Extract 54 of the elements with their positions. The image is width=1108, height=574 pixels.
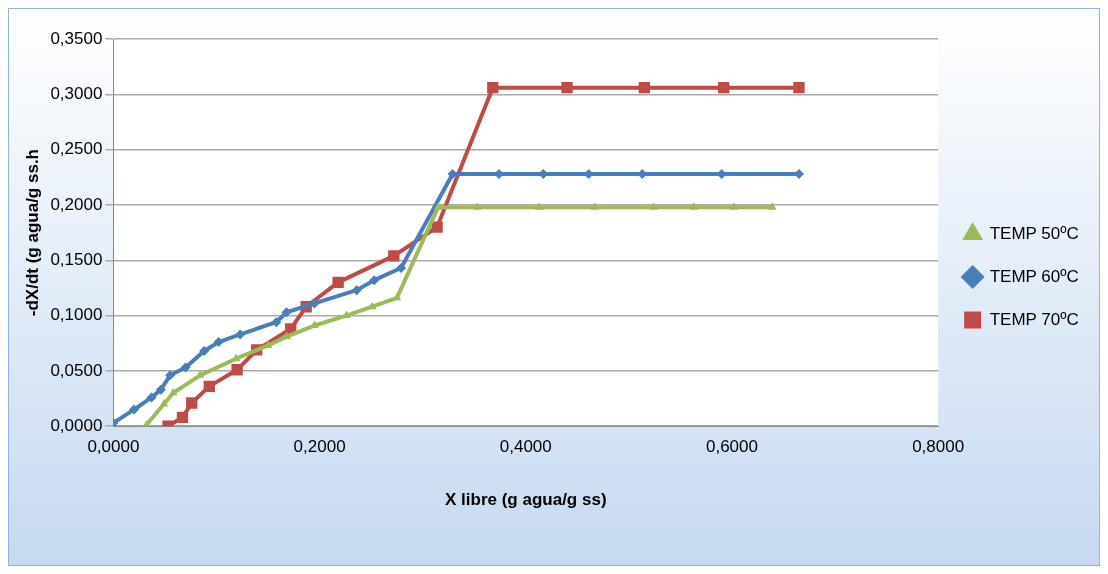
point — [590, 202, 600, 210]
point — [231, 364, 243, 376]
x-tick-label: 0,0000 — [87, 437, 140, 457]
point — [199, 345, 210, 356]
point — [146, 392, 157, 403]
y-axis-title: -dX/dt (g agua/g ss.h — [22, 149, 42, 317]
point — [180, 362, 191, 373]
y-tick-label: 0,3000 — [50, 84, 103, 103]
x-tick-label: 0,2000 — [293, 437, 346, 457]
point — [388, 250, 400, 262]
y-tick-label: 0,2500 — [50, 139, 103, 159]
point — [793, 82, 805, 94]
point — [168, 388, 178, 396]
point — [281, 307, 292, 318]
point — [729, 202, 739, 210]
legend-label: TEMP 60ºC — [989, 266, 1079, 286]
point — [369, 275, 380, 286]
x-tick-label: 0,8000 — [912, 437, 965, 457]
point — [534, 202, 544, 210]
point — [472, 202, 482, 210]
y-tick-label: 0,1500 — [50, 249, 103, 269]
x-axis-title: X libre (g agua/g ss) — [445, 490, 607, 510]
y-tick-label: 0,1000 — [50, 305, 103, 325]
y-tick-label: 0,0000 — [50, 415, 103, 435]
point — [176, 411, 189, 424]
point — [649, 202, 658, 210]
point — [561, 82, 573, 94]
y-tick-label: 0,2000 — [50, 194, 103, 214]
point — [129, 404, 140, 415]
point — [718, 82, 730, 94]
y-tick-label: 0,0500 — [50, 360, 103, 380]
point — [431, 221, 443, 233]
point — [309, 298, 320, 309]
point — [235, 329, 246, 340]
point — [689, 202, 699, 210]
point — [487, 82, 499, 94]
point — [271, 317, 282, 328]
point — [203, 380, 215, 393]
point — [159, 399, 169, 407]
x-tick-label: 0,4000 — [499, 437, 552, 457]
point — [213, 337, 224, 348]
point — [165, 370, 176, 381]
point — [433, 202, 443, 210]
point — [396, 263, 407, 273]
legend-label: TEMP 50ºC — [989, 223, 1079, 243]
point — [351, 285, 362, 296]
x-tick-label: 0,6000 — [705, 437, 758, 457]
y-tick-label: 0,3500 — [50, 28, 103, 48]
legend-label: TEMP 70ºC — [989, 309, 1079, 329]
point — [186, 397, 198, 409]
point — [155, 384, 166, 395]
point — [638, 82, 650, 94]
point — [767, 202, 777, 210]
point — [332, 276, 344, 289]
